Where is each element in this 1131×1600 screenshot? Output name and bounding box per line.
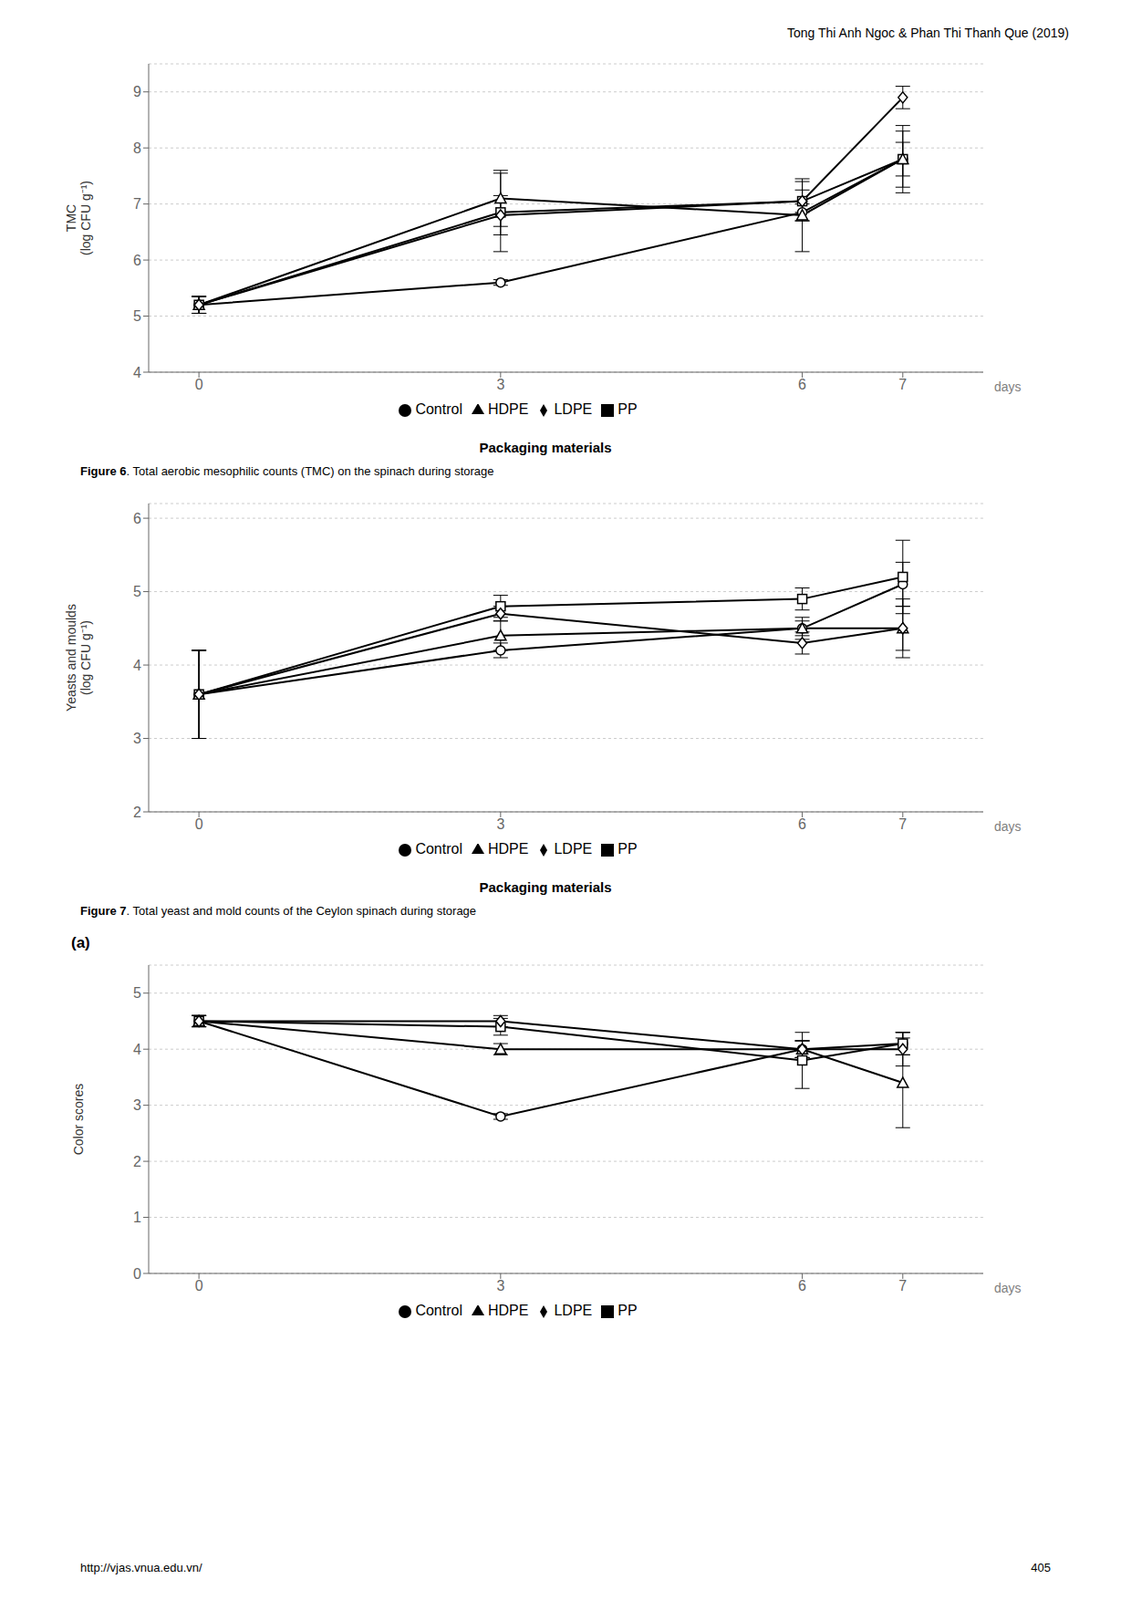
svg-text:4: 4 bbox=[133, 657, 142, 674]
svg-text:7: 7 bbox=[133, 196, 142, 212]
svg-text:0: 0 bbox=[133, 1265, 142, 1282]
html-text:(a): (a) bbox=[71, 933, 91, 952]
svg-text:1: 1 bbox=[133, 1209, 142, 1225]
svg-text:0: 0 bbox=[195, 816, 204, 832]
svg-text:8: 8 bbox=[133, 140, 142, 156]
svg-text:TMC(log CFU g⁻¹): TMC(log CFU g⁻¹) bbox=[63, 180, 94, 256]
html-text:LDPE: LDPE bbox=[554, 840, 593, 857]
svg-text:0: 0 bbox=[195, 1277, 204, 1294]
svg-text:days: days bbox=[994, 819, 1022, 834]
html-text:HDPE: HDPE bbox=[487, 840, 529, 857]
html-text:Control: Control bbox=[415, 840, 463, 857]
svg-text:5: 5 bbox=[133, 308, 142, 324]
svg-text:3: 3 bbox=[133, 730, 142, 747]
svg-text:days: days bbox=[994, 379, 1022, 395]
svg-text:6: 6 bbox=[798, 816, 807, 832]
html-text:Control: Control bbox=[415, 1302, 463, 1318]
svg-text:6: 6 bbox=[798, 376, 807, 393]
html-text:PP: PP bbox=[617, 401, 638, 417]
svg-text:5: 5 bbox=[133, 583, 142, 600]
svg-text:Yeasts and moulds(log CFU g⁻¹): Yeasts and moulds(log CFU g⁻¹) bbox=[63, 603, 94, 712]
html-text:HDPE: HDPE bbox=[487, 1302, 529, 1318]
html-text:Figure 7. Total yeast and mold: Figure 7. Total yeast and mold counts of… bbox=[80, 903, 477, 918]
svg-text:6: 6 bbox=[798, 1277, 807, 1294]
html-text:LDPE: LDPE bbox=[554, 1302, 593, 1318]
svg-text:0: 0 bbox=[195, 376, 204, 393]
html-text:405: 405 bbox=[1030, 1560, 1051, 1575]
html-text:PP: PP bbox=[617, 840, 638, 857]
html-text:Packaging materials: Packaging materials bbox=[479, 879, 612, 895]
svg-text:2: 2 bbox=[133, 1153, 142, 1170]
svg-text:6: 6 bbox=[133, 252, 142, 269]
html-text:PP: PP bbox=[617, 1302, 638, 1318]
svg-text:3: 3 bbox=[496, 1277, 505, 1294]
svg-text:7: 7 bbox=[898, 376, 907, 393]
svg-text:4: 4 bbox=[133, 364, 142, 381]
svg-text:4: 4 bbox=[133, 1041, 142, 1058]
html-text:Control: Control bbox=[415, 401, 463, 417]
svg-text:5: 5 bbox=[133, 985, 142, 1001]
html-text:Packaging materials: Packaging materials bbox=[479, 439, 612, 456]
html-text:Figure 6. Total aerobic mesoph: Figure 6. Total aerobic mesophilic count… bbox=[80, 464, 494, 478]
html-text:Tong Thi Anh Ngoc & Phan Thi T: Tong Thi Anh Ngoc & Phan Thi Thanh Que (… bbox=[787, 25, 1069, 41]
html-text:LDPE: LDPE bbox=[554, 401, 593, 417]
svg-text:7: 7 bbox=[898, 816, 907, 832]
svg-text:Color scores: Color scores bbox=[71, 1083, 86, 1156]
svg-text:3: 3 bbox=[496, 376, 505, 393]
html-text:http://vjas.vnua.edu.vn/: http://vjas.vnua.edu.vn/ bbox=[80, 1560, 203, 1575]
svg-text:6: 6 bbox=[133, 510, 142, 527]
svg-text:days: days bbox=[994, 1280, 1022, 1296]
svg-text:9: 9 bbox=[133, 83, 142, 100]
svg-text:2: 2 bbox=[133, 804, 142, 820]
svg-text:7: 7 bbox=[898, 1277, 907, 1294]
svg-text:3: 3 bbox=[133, 1097, 142, 1113]
html-text:HDPE: HDPE bbox=[487, 401, 529, 417]
svg-text:3: 3 bbox=[496, 816, 505, 832]
